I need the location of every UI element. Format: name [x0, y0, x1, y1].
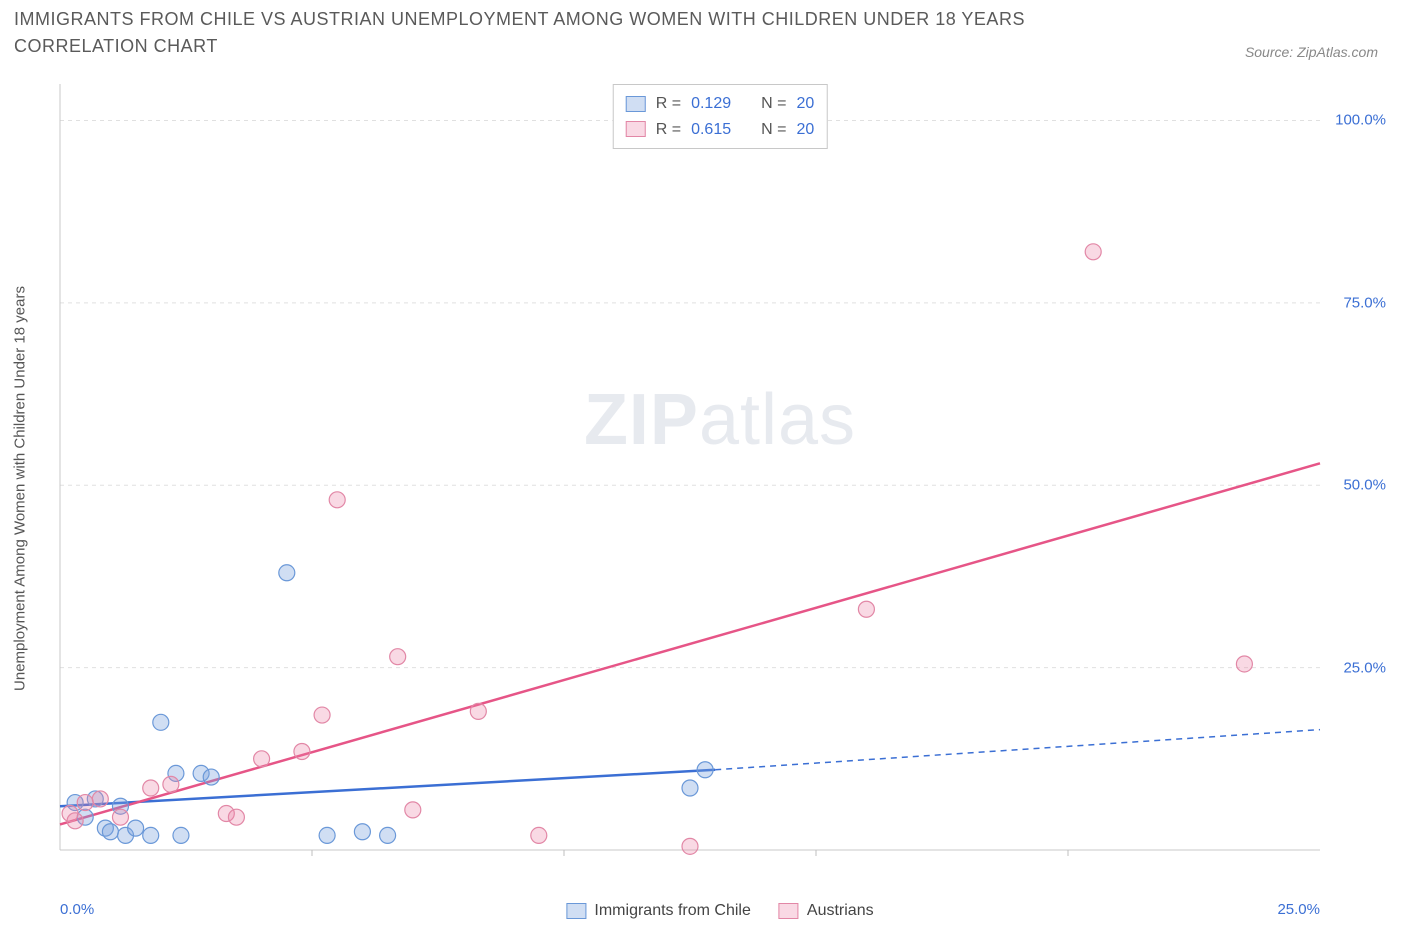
y-axis-label: Unemployment Among Women with Children U… — [12, 286, 29, 691]
legend-stats: R = 0.129N = 20R = 0.615N = 20 — [613, 84, 828, 149]
y-tick-label: 50.0% — [1343, 477, 1386, 494]
source-label: Source: ZipAtlas.com — [1245, 44, 1378, 60]
x-tick-label: 25.0% — [1277, 901, 1320, 918]
chart-title: IMMIGRANTS FROM CHILE VS AUSTRIAN UNEMPL… — [14, 6, 1114, 60]
legend-stat-row: R = 0.129N = 20 — [626, 91, 815, 117]
legend-series: Immigrants from Chile Austrians — [566, 902, 873, 920]
legend-item: Austrians — [779, 902, 874, 920]
y-tick-label: 100.0% — [1335, 112, 1386, 129]
legend-item: Immigrants from Chile — [566, 902, 750, 920]
y-tick-label: 25.0% — [1343, 659, 1386, 676]
chart-container: Unemployment Among Women with Children U… — [50, 80, 1390, 890]
legend-stat-row: R = 0.615N = 20 — [626, 117, 815, 143]
scatter-plot — [50, 80, 1390, 890]
y-tick-label: 75.0% — [1343, 294, 1386, 311]
x-tick-label: 0.0% — [60, 901, 94, 918]
